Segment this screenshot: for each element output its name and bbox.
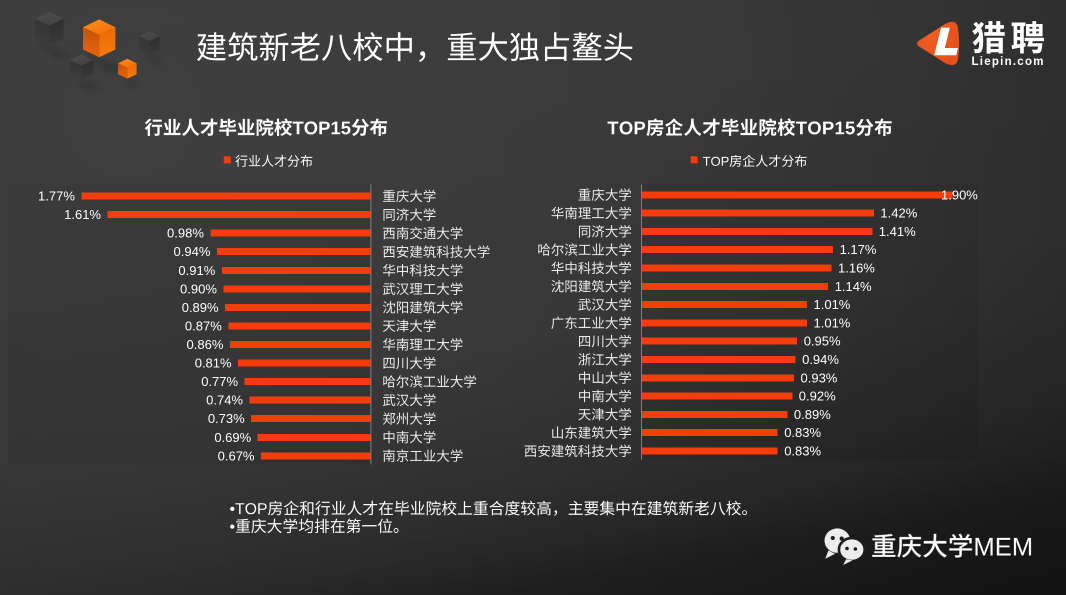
svg-text:Liepin.com: Liepin.com (972, 56, 1045, 68)
svg-text:1.90%: 1.90% (941, 187, 978, 202)
svg-text:0.86%: 0.86% (187, 337, 224, 352)
svg-text:0.92%: 0.92% (799, 389, 836, 404)
svg-text:0.89%: 0.89% (182, 300, 219, 315)
svg-text:0.67%: 0.67% (218, 448, 255, 463)
svg-text:0.94%: 0.94% (802, 352, 839, 367)
svg-text:1.16%: 1.16% (838, 261, 875, 276)
svg-text:1.17%: 1.17% (840, 242, 877, 257)
svg-text:0.94%: 0.94% (174, 244, 211, 259)
svg-text:1.01%: 1.01% (814, 297, 851, 312)
svg-text:0.87%: 0.87% (185, 318, 222, 333)
svg-text:1.41%: 1.41% (879, 224, 916, 239)
svg-text:0.89%: 0.89% (794, 407, 831, 422)
svg-text:1.61%: 1.61% (64, 207, 101, 222)
svg-text:0.98%: 0.98% (167, 226, 204, 241)
svg-text:0.90%: 0.90% (180, 281, 217, 296)
svg-text:0.77%: 0.77% (201, 374, 238, 389)
svg-text:0.81%: 0.81% (195, 356, 232, 371)
svg-text:0.83%: 0.83% (784, 444, 821, 459)
svg-text:0.73%: 0.73% (208, 411, 245, 426)
svg-text:0.95%: 0.95% (804, 334, 841, 349)
svg-text:1.42%: 1.42% (880, 206, 917, 221)
svg-text:1.77%: 1.77% (38, 189, 75, 204)
svg-text:0.91%: 0.91% (178, 263, 215, 278)
svg-text:1.01%: 1.01% (814, 315, 851, 330)
svg-text:0.83%: 0.83% (784, 425, 821, 440)
svg-text:0.74%: 0.74% (206, 393, 243, 408)
svg-text:1.14%: 1.14% (835, 279, 872, 294)
svg-text:0.69%: 0.69% (214, 430, 251, 445)
svg-text:0.93%: 0.93% (801, 370, 838, 385)
